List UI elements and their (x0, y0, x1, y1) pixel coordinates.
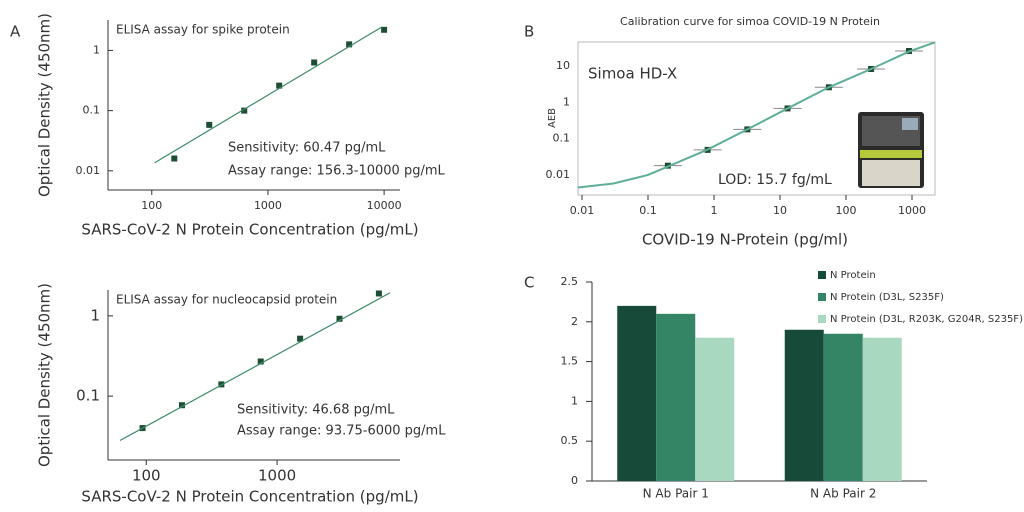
annotation: Simoa HD-X (588, 65, 677, 83)
data-point (311, 59, 318, 66)
x-tick-label: 1 (710, 204, 717, 217)
y-axis-label: Optical Density (450nm) (36, 13, 54, 197)
annotation: Sensitivity: 46.68 pg/mL (237, 403, 395, 418)
y-tick-label: 0.1 (76, 387, 100, 405)
data-point (178, 402, 185, 409)
legend-label: N Protein (D3L, R203K, G204R, S235F) (830, 314, 1023, 325)
bar (862, 337, 902, 481)
chart-title: ELISA assay for nucleocapsid protein (116, 293, 337, 307)
y-tick-label: 1 (90, 306, 100, 324)
y-axis-label: Optical Density (450nm) (36, 283, 54, 467)
fit-line (577, 41, 936, 189)
x-tick-label: 1000 (254, 199, 282, 212)
instrument-image (858, 112, 924, 188)
bar (823, 333, 863, 481)
legend-swatch (818, 293, 826, 301)
y-tick-label: 0.5 (561, 434, 579, 447)
chart-title: ELISA assay for spike protein (116, 23, 290, 37)
y-tick-label: 1 (563, 95, 570, 108)
chart-title: Calibration curve for simoa COVID-19 N P… (620, 15, 880, 28)
data-point (276, 82, 283, 89)
x-tick-label: 1000 (898, 204, 926, 217)
x-tick-label: 1000 (258, 467, 296, 485)
y-tick-label: 1 (93, 43, 100, 56)
bar (695, 337, 735, 481)
data-point (346, 41, 353, 48)
x-axis-label: COVID-19 N-Protein (pg/ml) (642, 231, 848, 249)
plot-frame (577, 41, 936, 196)
data-point (241, 107, 248, 114)
y-tick-label: 0.1 (553, 132, 571, 145)
x-axis-label: SARS-CoV-2 N Protein Concentration (pg/m… (81, 488, 418, 506)
panel-label: C (524, 274, 534, 292)
y-axis-label: AEB (547, 108, 558, 128)
data-point (171, 155, 178, 162)
data-point (381, 26, 388, 33)
x-tick-label: N Ab Pair 1 (643, 487, 709, 501)
x-tick-label: 100 (132, 467, 161, 485)
fit-line (154, 27, 382, 164)
x-tick-label: 0.01 (570, 204, 595, 217)
y-tick-label: 2.5 (561, 275, 579, 288)
annotation: Assay range: 156.3-10000 pg/mL (228, 164, 445, 179)
x-tick-label: 10000 (367, 199, 402, 212)
data-point (257, 358, 264, 365)
y-tick-label: 0.01 (76, 164, 101, 177)
legend-swatch (818, 315, 826, 323)
annotation: Sensitivity: 60.47 pg/mL (228, 141, 386, 156)
y-tick-label: 10 (556, 59, 570, 72)
bar (617, 305, 657, 481)
bar (656, 313, 696, 481)
y-tick-label: 0 (571, 474, 578, 487)
y-tick-label: 1.5 (561, 355, 579, 368)
y-tick-label: 0.1 (83, 104, 101, 117)
x-tick-label: 100 (141, 199, 162, 212)
bar (784, 329, 824, 481)
data-point (375, 290, 382, 297)
x-tick-label: 100 (836, 204, 857, 217)
legend-swatch (818, 271, 826, 279)
legend-label: N Protein (D3L, S235F) (830, 292, 944, 303)
legend-label: N Protein (830, 270, 876, 281)
fit-line (119, 292, 391, 442)
annotation: LOD: 15.7 fg/mL (718, 172, 832, 188)
x-axis-label: SARS-CoV-2 N Protein Concentration (pg/m… (81, 221, 418, 239)
y-tick-label: 1 (571, 394, 578, 407)
data-point (206, 121, 213, 128)
y-tick-label: 2 (571, 315, 578, 328)
data-point (336, 315, 343, 322)
panel-label: A (10, 23, 21, 41)
data-point (297, 335, 304, 342)
y-tick-label: 0.01 (546, 168, 571, 181)
x-tick-label: 10 (773, 204, 787, 217)
panel-label: B (524, 23, 534, 41)
x-tick-label: N Ab Pair 2 (810, 487, 876, 501)
annotation: Assay range: 93.75-6000 pg/mL (237, 424, 446, 439)
x-tick-label: 0.1 (639, 204, 657, 217)
